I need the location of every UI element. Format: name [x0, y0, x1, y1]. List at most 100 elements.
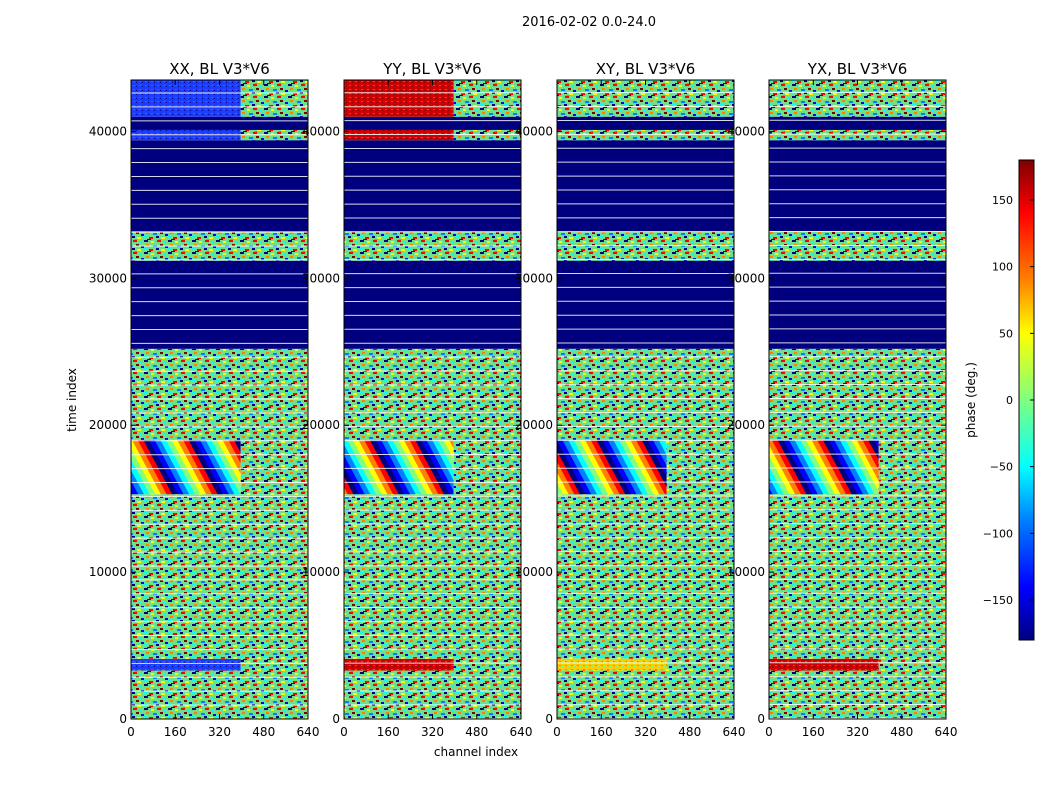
phase-band: [557, 116, 734, 130]
phase-band: [240, 439, 308, 495]
phase-band: [344, 577, 521, 659]
panels: XX, BL V3*V6 0 160 320 480 640 0 10000 20000 3000…: [89, 60, 958, 739]
colorbar-ticks: −150 −100 −50 0 50 100 150: [983, 194, 1034, 607]
phase-band: [557, 80, 734, 117]
panel-4: YX, BL V3*V6 0 160 320 480 640 0 10000 20000 3000…: [727, 60, 958, 739]
phase-band: [769, 231, 946, 261]
phase-band: [131, 670, 308, 719]
y-tick-label: 20000: [727, 418, 765, 432]
phase-band: [557, 658, 667, 671]
x-axis-label: channel index: [434, 745, 518, 759]
panel-2: YY, BL V3*V6 0 160 320 480 640 0 10000 20000 3000…: [302, 60, 533, 739]
heatmap-image: [344, 80, 521, 719]
phase-band: [131, 439, 241, 495]
heatmap-image: [131, 80, 308, 719]
colorbar: −150 −100 −50 0 50 100 150 phase (deg.): [964, 159, 1035, 641]
phase-band: [344, 670, 521, 719]
x-tick-label: 0: [553, 725, 561, 739]
y-tick-label: 30000: [302, 271, 340, 285]
colorbar-tick-label: −50: [990, 461, 1013, 474]
x-tick-label: 320: [421, 725, 444, 739]
x-tick-label: 160: [164, 725, 187, 739]
panel-title: XX, BL V3*V6: [169, 60, 270, 78]
phase-band: [557, 129, 734, 141]
colorbar-tick-label: 50: [999, 327, 1013, 340]
phase-band: [769, 348, 946, 440]
phase-band: [769, 670, 946, 719]
figure-suptitle: 2016-02-02 0.0-24.0: [522, 15, 656, 30]
x-tick-label: 320: [846, 725, 869, 739]
phase-band: [344, 140, 521, 232]
phase-band: [131, 260, 308, 349]
phase-band: [769, 260, 946, 349]
y-axis-label: time index: [65, 368, 79, 432]
phase-band: [878, 439, 946, 495]
phase-band: [769, 140, 946, 232]
phase-band: [131, 140, 308, 232]
x-tick-label: 320: [634, 725, 657, 739]
phase-band: [878, 658, 946, 671]
phase-band: [769, 116, 946, 130]
phase-band: [557, 439, 667, 495]
phase-band: [344, 439, 454, 495]
y-tick-label: 0: [332, 712, 340, 726]
x-tick-label: 0: [127, 725, 135, 739]
phase-band: [769, 494, 946, 578]
x-tick-label: 160: [802, 725, 825, 739]
y-tick-label: 10000: [89, 565, 127, 579]
y-tick-label: 0: [119, 712, 127, 726]
phase-band: [769, 129, 946, 141]
x-tick-label: 480: [465, 725, 488, 739]
y-tick-label: 30000: [727, 271, 765, 285]
colorbar-tick-label: 150: [992, 194, 1013, 207]
panel-1: XX, BL V3*V6 0 160 320 480 640 0 10000 20000 3000…: [89, 60, 320, 739]
colorbar-tick-label: −150: [983, 594, 1013, 607]
phase-band: [557, 260, 734, 349]
phase-band: [344, 658, 454, 671]
x-tick-label: 640: [723, 725, 746, 739]
y-tick-label: 30000: [89, 271, 127, 285]
heatmap-image: [769, 80, 946, 719]
x-tick-label: 640: [935, 725, 958, 739]
phase-band: [344, 494, 521, 578]
phase-band: [344, 348, 521, 440]
y-tick-label: 20000: [302, 418, 340, 432]
phase-band: [344, 80, 454, 117]
phase-band: [344, 116, 521, 130]
colorbar-tick-label: 0: [1006, 394, 1013, 407]
phase-band: [344, 129, 454, 141]
colorbar-tick-label: −100: [983, 527, 1013, 540]
phase-band: [131, 577, 308, 659]
heatmap-image: [557, 80, 734, 719]
phase-band: [453, 80, 521, 117]
colorbar-label: phase (deg.): [964, 362, 978, 438]
phase-band: [666, 658, 734, 671]
phase-band: [344, 260, 521, 349]
phase-band: [131, 116, 308, 130]
phase-band: [240, 658, 308, 671]
phase-band: [769, 80, 946, 117]
y-tick-label: 40000: [302, 124, 340, 138]
phase-band: [769, 577, 946, 659]
y-tick-label: 40000: [727, 124, 765, 138]
phase-band: [557, 670, 734, 719]
x-tick-label: 320: [208, 725, 231, 739]
x-tick-label: 640: [510, 725, 533, 739]
phase-band: [240, 80, 308, 117]
phase-band: [557, 494, 734, 578]
colorbar-tick-label: 100: [992, 261, 1013, 274]
phase-band: [453, 658, 521, 671]
phase-band: [557, 140, 734, 232]
x-tick-label: 480: [890, 725, 913, 739]
x-tick-label: 0: [765, 725, 773, 739]
y-tick-label: 10000: [302, 565, 340, 579]
panel-title: YY, BL V3*V6: [382, 60, 481, 78]
phase-band: [557, 577, 734, 659]
y-tick-label: 20000: [89, 418, 127, 432]
y-tick-label: 0: [545, 712, 553, 726]
phase-band: [769, 439, 879, 495]
phase-band: [131, 494, 308, 578]
y-tick-label: 30000: [515, 271, 553, 285]
y-tick-label: 10000: [727, 565, 765, 579]
